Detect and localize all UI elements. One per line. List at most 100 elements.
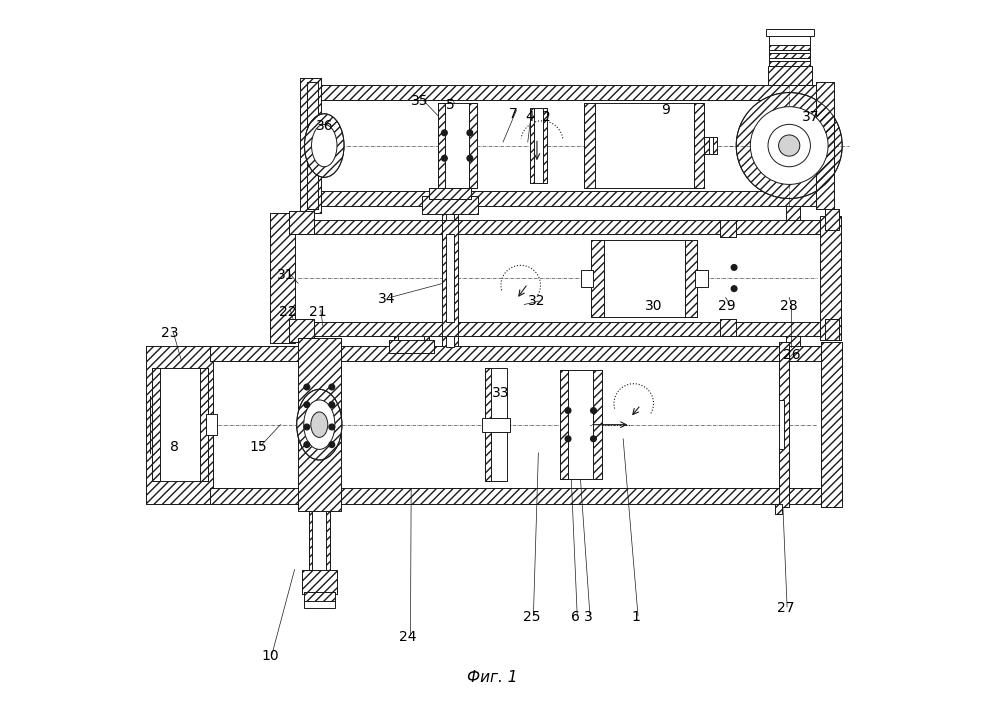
Bar (446, 205, 455, 269)
Text: 22: 22 (279, 304, 297, 319)
Text: 2: 2 (542, 110, 551, 125)
Bar (309, 511, 330, 569)
Text: 6: 6 (571, 610, 580, 624)
Bar (819, 216, 841, 340)
Bar (446, 336, 455, 347)
Bar (694, 103, 704, 188)
Bar (720, 319, 735, 336)
Bar (695, 270, 708, 287)
Bar (769, 36, 810, 66)
Bar (316, 191, 823, 205)
Bar (146, 346, 214, 504)
Bar (824, 319, 839, 340)
Bar (308, 82, 318, 209)
Bar (298, 338, 341, 511)
Ellipse shape (312, 125, 337, 167)
Bar (304, 592, 335, 605)
Bar (720, 219, 735, 237)
Circle shape (590, 436, 596, 442)
Ellipse shape (304, 400, 335, 450)
Bar (559, 370, 568, 479)
Circle shape (731, 286, 737, 292)
Circle shape (442, 156, 448, 161)
Bar (591, 239, 604, 316)
Text: 4: 4 (525, 110, 534, 125)
Bar (684, 239, 697, 316)
Bar (591, 239, 697, 316)
Bar (289, 211, 314, 234)
Bar (785, 336, 800, 347)
Bar (684, 239, 697, 316)
Bar (584, 103, 594, 188)
Circle shape (304, 384, 310, 390)
Bar (529, 108, 533, 183)
Bar (766, 29, 814, 36)
Circle shape (467, 156, 473, 161)
Text: 5: 5 (446, 98, 455, 113)
Bar (210, 489, 828, 504)
Circle shape (442, 130, 448, 136)
Bar (206, 414, 217, 435)
Bar (470, 103, 477, 188)
Bar (559, 370, 568, 479)
Bar (819, 216, 841, 340)
Bar (422, 196, 479, 214)
Ellipse shape (778, 135, 800, 156)
Bar (309, 511, 330, 569)
Bar (559, 370, 602, 479)
Circle shape (304, 424, 310, 430)
Circle shape (304, 402, 310, 408)
Bar (298, 338, 341, 511)
Bar (399, 336, 424, 346)
Text: Фиг. 1: Фиг. 1 (468, 670, 517, 685)
Text: 30: 30 (644, 299, 662, 313)
Text: 36: 36 (316, 120, 333, 134)
Text: 21: 21 (309, 304, 327, 319)
Bar (486, 368, 506, 481)
Bar (593, 370, 602, 479)
Bar (584, 103, 594, 188)
Bar (775, 504, 782, 515)
Text: 34: 34 (378, 292, 396, 306)
Bar (302, 569, 337, 594)
Text: 27: 27 (777, 601, 794, 615)
Ellipse shape (311, 412, 328, 438)
Circle shape (565, 436, 570, 442)
Bar (769, 45, 810, 50)
Bar (304, 601, 335, 608)
Bar (270, 212, 295, 343)
Text: 35: 35 (411, 94, 429, 108)
Bar (200, 368, 209, 481)
Text: 7: 7 (509, 107, 518, 121)
Bar (301, 79, 322, 212)
Bar (394, 336, 429, 346)
Text: 32: 32 (527, 294, 545, 308)
Text: 23: 23 (162, 326, 179, 340)
Bar (769, 53, 810, 58)
Bar (824, 209, 839, 230)
Bar (270, 212, 295, 343)
Text: 33: 33 (493, 386, 509, 400)
Circle shape (329, 384, 335, 390)
Bar (824, 209, 839, 230)
Bar (443, 336, 458, 347)
Bar (769, 45, 810, 50)
Bar (438, 103, 445, 188)
Bar (301, 79, 322, 212)
Text: 15: 15 (249, 440, 267, 455)
Bar (389, 340, 434, 353)
Bar (824, 319, 839, 340)
Bar (200, 368, 209, 481)
Bar (704, 137, 708, 154)
Ellipse shape (750, 107, 828, 184)
Text: 28: 28 (780, 299, 798, 313)
Bar (288, 219, 828, 234)
Bar (543, 108, 547, 183)
Circle shape (329, 442, 335, 447)
Bar (146, 346, 214, 504)
Bar (778, 342, 789, 508)
Bar (443, 205, 458, 269)
Bar (443, 336, 458, 347)
Bar (438, 103, 477, 188)
Text: 24: 24 (399, 629, 417, 644)
